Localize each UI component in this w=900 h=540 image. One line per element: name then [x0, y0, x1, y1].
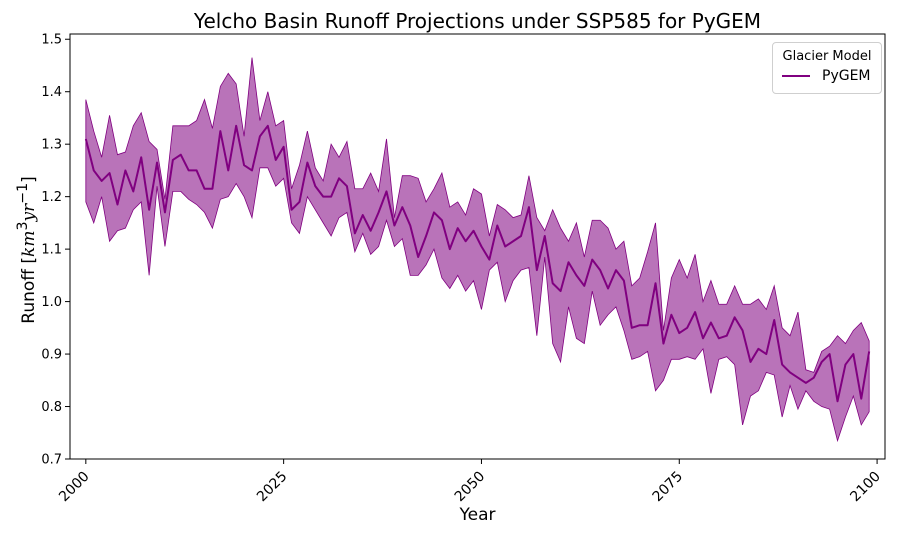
y-tick-label: 1.1	[41, 243, 62, 258]
legend-swatch-pygem	[782, 75, 810, 77]
y-axis-unit-base: km	[18, 230, 39, 257]
legend-title: Glacier Model	[782, 49, 872, 64]
x-tick-label: 2075	[650, 469, 687, 506]
y-axis-label-prefix: Runoff [	[18, 256, 39, 324]
y-axis-label: Runoff [km3yr−1]	[15, 176, 39, 323]
y-tick-label: 1.5	[41, 33, 62, 48]
y-axis-label-suffix: ]	[18, 176, 39, 183]
confidence-band	[85, 57, 870, 443]
x-tick-label: 2025	[254, 469, 291, 506]
y-tick-label: 1.3	[41, 138, 62, 153]
legend-label-pygem: PyGEM	[822, 68, 871, 84]
y-axis-unit-exponent-1: 3	[15, 221, 32, 231]
plot-frame	[69, 33, 886, 460]
series-line-layer	[84, 124, 871, 403]
chart-title: Yelcho Basin Runoff Projections under SS…	[193, 9, 762, 33]
y-tick-label: 1.0	[41, 295, 62, 310]
y-tick-label: 0.7	[41, 453, 62, 468]
y-tick-label: 0.9	[41, 348, 62, 363]
x-axis-label: Year	[459, 505, 496, 525]
y-axis-unit-mid: yr	[18, 203, 39, 222]
x-tick-label: 2100	[847, 469, 884, 506]
legend: Glacier Model PyGEM	[772, 42, 882, 94]
series-line-pygem	[84, 124, 871, 403]
confidence-band-layer	[85, 57, 870, 443]
y-axis-unit-exponent-2: −1	[15, 182, 32, 204]
x-tick-label: 2000	[56, 469, 93, 506]
y-tick-label: 0.8	[41, 400, 62, 415]
y-tick-label: 1.2	[41, 190, 62, 205]
x-tick-label: 2050	[452, 469, 489, 506]
y-tick-label: 1.4	[41, 85, 62, 100]
